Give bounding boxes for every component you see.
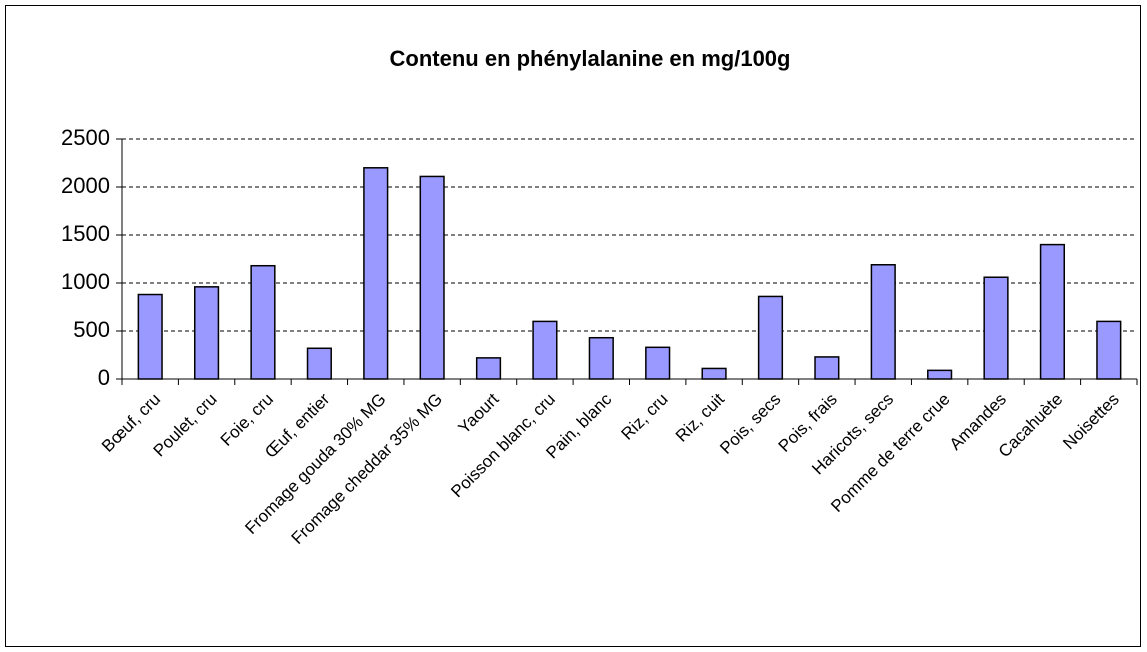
- bar: [1039, 243, 1066, 380]
- bar: [250, 264, 276, 380]
- bar: [870, 264, 896, 380]
- y-tick-label: 1000: [61, 269, 110, 294]
- chart-title: Contenu en phénylalanine en mg/100g: [390, 46, 791, 71]
- bar: [1096, 320, 1122, 380]
- bar: [137, 293, 163, 380]
- y-tick-label: 2000: [61, 173, 110, 198]
- chart-frame: [5, 5, 1141, 647]
- bar: [419, 175, 445, 380]
- bar: [193, 286, 220, 380]
- y-tick-label: 1500: [61, 221, 110, 246]
- bar: [983, 276, 1009, 380]
- bar: [757, 295, 784, 380]
- bar: [363, 167, 389, 380]
- bar: [701, 367, 727, 380]
- bar: [306, 347, 332, 380]
- bar: [645, 346, 671, 380]
- bar: [475, 357, 502, 380]
- bar: [532, 320, 558, 380]
- y-tick-label: 2500: [61, 125, 110, 150]
- bar: [927, 369, 953, 380]
- bar: [588, 336, 614, 380]
- bar: [814, 356, 840, 380]
- y-tick-label: 500: [73, 317, 110, 342]
- y-tick-label: 0: [98, 365, 110, 390]
